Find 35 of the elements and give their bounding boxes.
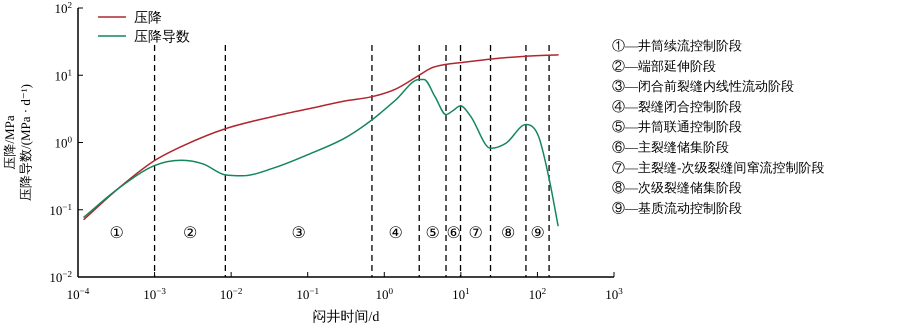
annotation: ①—井筒续流控制阶段 <box>612 38 742 53</box>
y-tick-label: 10$^{1}$ <box>54 67 72 84</box>
x-tick-label: 10$^{2}$ <box>528 286 547 302</box>
x-tick-label: 10$^{1}$ <box>452 286 470 302</box>
x-tick-label: 10$^{3}$ <box>605 286 624 302</box>
annotation: ③—闭合前裂缝内线性流动阶段 <box>612 78 794 94</box>
annotation: ⑦ <box>468 225 483 242</box>
legend-label: 压降导数 <box>134 29 190 45</box>
annotation: ⑥ <box>446 225 460 242</box>
y-tick-label: 10$^{2}$ <box>54 0 72 16</box>
y-tick-label: 10$^{−1}$ <box>49 202 72 218</box>
annotation: ② <box>182 225 197 242</box>
legend-label: 压降 <box>134 10 162 26</box>
annotation: ⑤—井筒联通控制阶段 <box>612 119 742 134</box>
x-tick-label: 10$^{−1}$ <box>296 286 320 302</box>
annotation: ⑧—次级裂缝储集阶段 <box>612 180 742 196</box>
y-tick-label: 10$^{−2}$ <box>49 269 72 285</box>
annotation: ⑨—基质流动控制阶段 <box>612 200 742 216</box>
annotation: ⑧ <box>501 225 516 242</box>
annotation: ③ <box>292 225 306 242</box>
annotation: ⑤ <box>426 225 440 242</box>
annotation: ④ <box>388 225 403 242</box>
x-tick-label: 10$^{−3}$ <box>143 286 166 302</box>
y-tick-label: 10$^{0}$ <box>54 134 72 150</box>
x-tick-label: 10$^{−2}$ <box>220 286 243 302</box>
x-axis-title: 闷井时间/d <box>312 309 380 325</box>
annotation: ④—裂缝闭合控制阶段 <box>612 98 742 114</box>
x-tick-label: 10$^{0}$ <box>376 286 394 302</box>
y-axis-title: 压降/MPa 压降导数/(MPa · d⁻¹) <box>2 84 33 201</box>
annotation: ① <box>109 225 124 242</box>
x-tick-label: 10$^{−4}$ <box>66 286 90 302</box>
annotation: ⑨ <box>530 225 545 242</box>
annotation: ⑥—主裂缝储集阶段 <box>612 140 729 154</box>
annotation: ⑦—主裂缝-次级裂缝间窜流控制阶段 <box>612 160 824 175</box>
annotation: ②—端部延伸阶段 <box>612 58 716 74</box>
